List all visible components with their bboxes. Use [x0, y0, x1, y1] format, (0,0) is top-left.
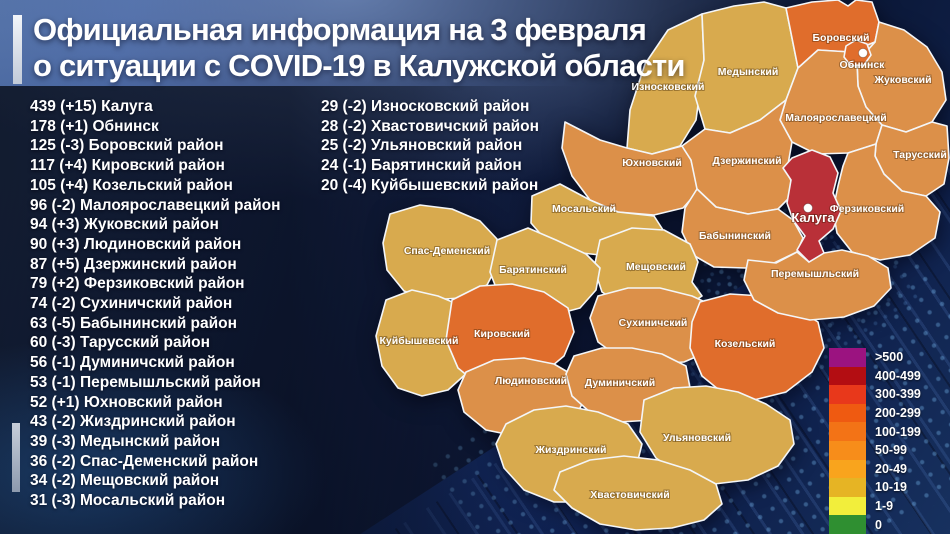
stats-column-1: 439 (+15) Калуга 178 (+1) Обнинск 125 (-3)…: [30, 97, 281, 511]
district-label-kozelsky: Козельский: [715, 338, 776, 350]
legend-label: 10-19: [875, 480, 907, 495]
district-label-zhukovsky: Жуковский: [873, 74, 931, 86]
legend-label: 200-299: [875, 406, 921, 421]
stat-row: 31 (-3) Мосальский район: [30, 492, 226, 510]
stat-row: 56 (-1) Думиничский район: [30, 354, 235, 372]
district-khvastovichsky: [553, 455, 723, 531]
district-label-maloyaroslavetsky: Малоярославецкий: [785, 112, 886, 124]
stat-row: 63 (-5) Бабынинский район: [30, 314, 237, 332]
legend-row: 400-499: [829, 366, 921, 386]
district-label-khvastovichsky: Хвастовичский: [590, 489, 669, 501]
stat-row: 79 (+2) Ферзиковский район: [30, 275, 245, 293]
title-line-1: Официальная информация на 3 февраля: [33, 12, 647, 47]
legend-swatch: [829, 440, 866, 460]
legend-row: 300-399: [829, 385, 921, 404]
district-label-borovsky: Боровский: [813, 32, 870, 44]
legend-row: 200-299: [829, 403, 921, 423]
district-label-mosalsky: Мосальский: [552, 203, 616, 215]
stat-row: 178 (+1) Обнинск: [30, 117, 159, 135]
stat-row: 439 (+15) Калуга: [30, 98, 153, 115]
district-label-baryatinsky: Барятинский: [499, 264, 567, 276]
legend-swatch: [829, 348, 866, 367]
stat-row: 39 (-3) Медынский район: [30, 432, 221, 450]
stat-row: 87 (+5) Дзержинский район: [30, 255, 237, 273]
legend-swatch: [829, 478, 866, 497]
stat-row: 29 (-2) Износковский район: [321, 98, 530, 115]
map-legend: >500 400-499 300-399 200-299 100-199 50-99 20-…: [829, 348, 921, 534]
legend-label: >500: [875, 350, 904, 365]
legend-row: 1-9: [829, 496, 921, 516]
stat-row: 60 (-3) Тарусский район: [30, 334, 210, 352]
stat-row: 74 (-2) Сухиничский район: [30, 295, 233, 313]
legend-label: 300-399: [875, 387, 921, 402]
title-block: Официальная информация на 3 февраля о си…: [33, 12, 685, 84]
district-label-babyninsky: Бабынинский: [699, 230, 771, 242]
legend-label: 1-9: [875, 499, 894, 514]
left-accent-bar: [12, 423, 20, 492]
district-label-meshchovsky: Мещовский: [626, 261, 686, 273]
stat-row: 28 (-2) Хвастовичский район: [321, 117, 539, 135]
stat-row: 96 (-2) Малоярославецкий район: [30, 196, 281, 214]
legend-label: 100-199: [875, 424, 921, 439]
stat-row: 20 (-4) Куйбышевский район: [321, 176, 539, 194]
district-label-iznoskovsky: Износковский: [632, 81, 705, 93]
district-label-sukhinichsky: Сухиничский: [619, 317, 688, 329]
stat-row: 52 (+1) Юхновский район: [30, 393, 223, 411]
legend-label: 20-49: [875, 461, 907, 476]
background-cyan-glow: [0, 320, 360, 534]
title-accent-bar: [13, 15, 22, 84]
stat-row: 125 (-3) Боровский район: [30, 137, 224, 155]
district-label-dzerzhinsky: Дзержинский: [712, 155, 781, 167]
legend-swatch: [829, 422, 866, 441]
stat-row: 25 (-2) Ульяновский район: [321, 137, 523, 155]
legend-row: >500: [829, 348, 921, 367]
stat-row: 24 (-1) Барятинский район: [321, 157, 522, 175]
legend-row: 50-99: [829, 440, 921, 460]
stat-row: 105 (+4) Козельский район: [30, 176, 233, 194]
legend-swatch: [829, 366, 866, 386]
stat-row: 53 (-1) Перемышльский район: [30, 373, 261, 391]
district-label-kuibyshevsky: Куйбышевский: [380, 335, 459, 347]
district-label-kaluga: Калуга: [791, 210, 835, 225]
legend-label: 50-99: [875, 443, 907, 458]
city-marker-dot-obninsk: [858, 48, 868, 58]
legend-label: 0: [875, 517, 882, 532]
legend-swatch: [829, 459, 866, 479]
stat-row: 117 (+4) Кировский район: [30, 157, 225, 175]
district-label-yukhnovsky: Юхновский: [622, 157, 682, 169]
city-marker-dot-kaluga: [803, 203, 813, 213]
legend-row: 20-49: [829, 459, 921, 479]
district-label-ulyanovsky: Ульяновский: [663, 432, 731, 444]
district-label-ferzikovsky: Ферзиковский: [830, 203, 904, 215]
district-label-tarussky: Тарусский: [893, 149, 947, 161]
legend-row: 0: [829, 515, 921, 534]
stats-column-2: 29 (-2) Износковский район 28 (-2) Хвасто…: [321, 97, 539, 196]
stat-row: 90 (+3) Людиновский район: [30, 235, 242, 253]
legend-swatch: [829, 515, 866, 534]
legend-swatch: [829, 385, 866, 404]
district-label-lyudinovsky: Людиновский: [495, 375, 567, 387]
district-label-spas_demensky: Спас-Деменский: [404, 245, 490, 257]
legend-row: 10-19: [829, 478, 921, 497]
stat-row: 34 (-2) Мещовский район: [30, 472, 220, 490]
district-label-medynsky: Медынский: [718, 66, 779, 78]
stat-row: 36 (-2) Спас-Деменский район: [30, 452, 259, 470]
title-line-2: о ситуации с COVID-19 в Калужской област…: [33, 48, 685, 83]
stat-row: 94 (+3) Жуковский район: [30, 216, 219, 234]
district-label-peremyshlsky: Перемышльский: [771, 268, 859, 280]
district-label-obninsk: Обнинск: [840, 59, 886, 71]
district-label-kirovsky: Кировский: [474, 328, 530, 340]
legend-swatch: [829, 496, 866, 516]
stat-row: 43 (-2) Жиздринский район: [30, 413, 236, 431]
legend-row: 100-199: [829, 422, 921, 441]
district-obninsk: [843, 39, 872, 67]
district-label-duminichsky: Думиничский: [585, 377, 655, 389]
legend-label: 400-499: [875, 368, 921, 383]
district-label-zhizdrinsky: Жиздринский: [534, 444, 606, 456]
legend-swatch: [829, 403, 866, 423]
